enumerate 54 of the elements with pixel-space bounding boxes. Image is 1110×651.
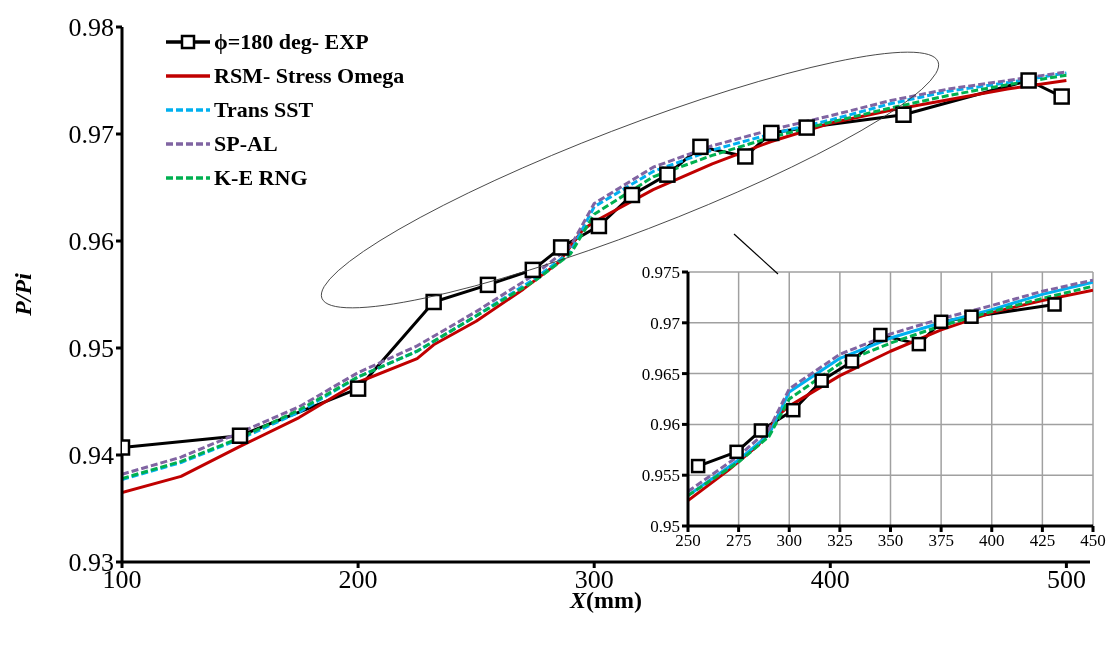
point xyxy=(659,166,676,183)
point xyxy=(729,444,744,460)
y-tick-label: 0.94 xyxy=(68,441,114,471)
point xyxy=(763,124,780,142)
x-tick-label: 350 xyxy=(877,531,904,551)
x-tick-label: 300 xyxy=(776,531,802,551)
y-tick-label: 0.96 xyxy=(650,415,680,435)
x-tick-label: 425 xyxy=(1029,531,1056,551)
point xyxy=(425,293,442,311)
y-tick-label: 0.96 xyxy=(68,227,114,257)
point xyxy=(623,186,641,204)
legend-label: SP-AL xyxy=(214,130,278,158)
point xyxy=(349,380,367,397)
y-tick-label: 0.975 xyxy=(641,263,680,283)
x-tick-label: 200 xyxy=(338,565,378,595)
point xyxy=(753,423,769,438)
y-tick-label: 0.955 xyxy=(641,466,680,486)
y-axis-title: P/Pi xyxy=(9,272,36,317)
point xyxy=(692,138,709,156)
x-tick-label: 450 xyxy=(1080,531,1106,551)
point xyxy=(933,314,949,330)
x-tick-label: 250 xyxy=(675,531,701,551)
x-tick-label: 375 xyxy=(928,531,954,551)
y-tick-label: 0.97 xyxy=(68,120,114,150)
x-tick-label: 275 xyxy=(725,531,752,551)
point xyxy=(1053,88,1070,105)
legend-label: RSM- Stress Omega xyxy=(214,62,405,90)
point xyxy=(844,354,860,369)
point xyxy=(786,402,801,418)
x-axis-title: X(mm) xyxy=(569,587,642,613)
legend-label: ϕ=180 deg- EXP xyxy=(214,28,369,56)
point xyxy=(690,458,706,474)
y-tick-label: 0.95 xyxy=(68,334,114,364)
point xyxy=(873,327,888,343)
point xyxy=(895,106,912,123)
point xyxy=(798,119,815,136)
point xyxy=(590,217,608,235)
y-tick-label: 0.98 xyxy=(68,13,114,43)
point xyxy=(814,373,829,388)
point xyxy=(552,239,570,256)
point xyxy=(1020,72,1037,89)
point xyxy=(964,309,979,324)
legend-label: Trans SST xyxy=(214,96,314,124)
point xyxy=(1047,297,1062,312)
x-tick-label: 325 xyxy=(827,531,853,551)
point xyxy=(737,148,754,165)
x-tick-label: 400 xyxy=(979,531,1005,551)
point xyxy=(911,336,927,352)
x-tick-label: 400 xyxy=(810,565,850,595)
y-tick-label: 0.97 xyxy=(650,313,681,333)
legend-label: K-E RNG xyxy=(214,164,308,192)
point xyxy=(231,427,249,444)
x-tick-label: 500 xyxy=(1046,565,1086,595)
y-tick-label: 0.965 xyxy=(641,364,680,384)
